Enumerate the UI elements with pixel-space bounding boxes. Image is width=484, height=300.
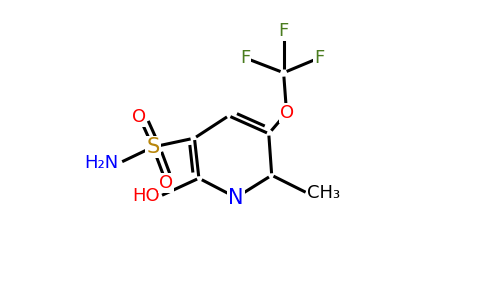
Text: S: S	[146, 137, 159, 157]
Text: N: N	[228, 188, 244, 208]
Text: CH₃: CH₃	[307, 184, 341, 202]
Text: F: F	[240, 49, 250, 67]
Text: O: O	[159, 174, 173, 192]
Text: H₂N: H₂N	[84, 154, 119, 172]
Text: F: F	[278, 22, 289, 40]
Text: O: O	[280, 104, 294, 122]
Text: O: O	[133, 108, 147, 126]
Text: HO: HO	[133, 187, 160, 205]
Text: F: F	[314, 49, 324, 67]
